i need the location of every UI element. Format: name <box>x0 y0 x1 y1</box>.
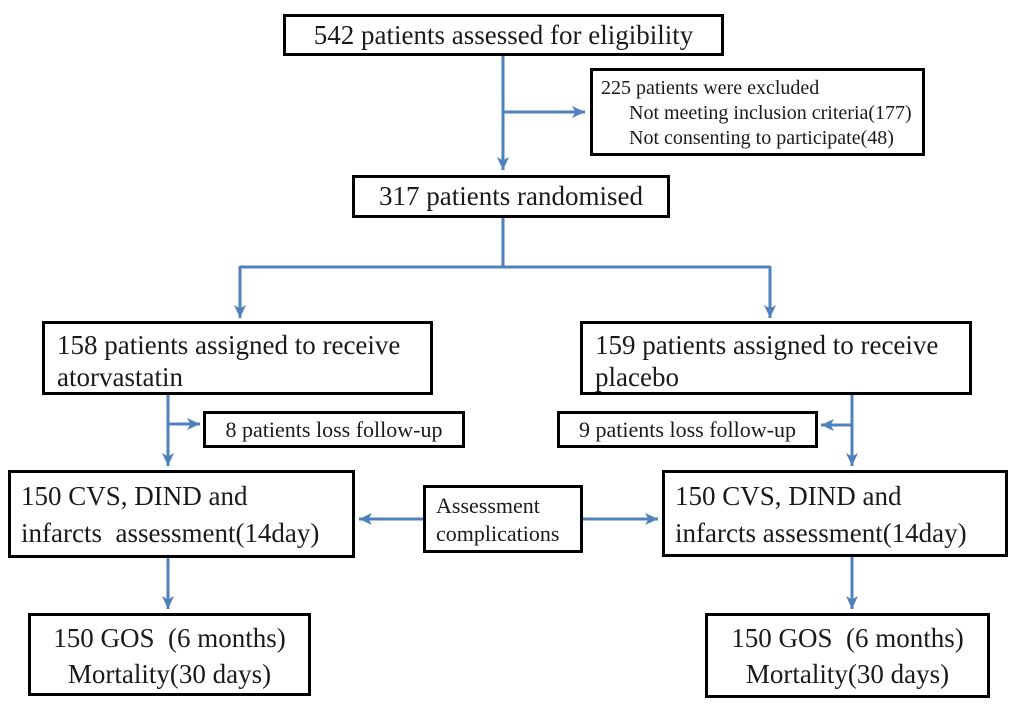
randomised-box: 317 patients randomised <box>352 175 670 218</box>
cvs-left-line1: 150 CVS, DIND and <box>21 481 248 511</box>
excluded-box: 225 patients were excluded Not meeting i… <box>590 68 925 156</box>
gos-right-line2: Mortality(30 days) <box>745 659 950 689</box>
placebo-arm-line1: 159 patients assigned to receive <box>595 330 939 360</box>
loss-followup-left-text: 8 patients loss follow-up <box>225 416 443 442</box>
excluded-text-line3: Not consenting to participate(48) <box>629 127 894 149</box>
complications-line2: complications <box>436 521 560 546</box>
assessment-complications-box: Assessment complications <box>423 485 583 553</box>
cvs-right-line2: infarcts assessment(14day) <box>675 518 967 548</box>
cvs-assessment-right-box: 150 CVS, DIND and infarcts assessment(14… <box>662 470 1008 557</box>
eligibility-text: 542 patients assessed for eligibility <box>313 19 694 50</box>
placebo-arm-box: 159 patients assigned to receive placebo <box>580 321 972 395</box>
excluded-text-line2: Not meeting inclusion criteria(177) <box>629 102 912 124</box>
gos-left-line2: Mortality(30 days) <box>67 659 272 689</box>
eligibility-box: 542 patients assessed for eligibility <box>283 14 724 56</box>
atorvastatin-arm-line2: atorvastatin <box>57 362 183 392</box>
excluded-text-line1: 225 patients were excluded <box>601 77 820 99</box>
complications-line1: Assessment <box>436 493 540 518</box>
loss-followup-left-box: 8 patients loss follow-up <box>203 411 465 448</box>
atorvastatin-arm-line1: 158 patients assigned to receive <box>57 330 401 360</box>
loss-followup-right-box: 9 patients loss follow-up <box>557 411 818 448</box>
cvs-left-line2: infarcts assessment(14day) <box>21 518 320 548</box>
cvs-right-line1: 150 CVS, DIND and <box>675 481 902 511</box>
atorvastatin-arm-box: 158 patients assigned to receive atorvas… <box>42 321 433 395</box>
placebo-arm-line2: placebo <box>595 362 679 392</box>
loss-followup-right-text: 9 patients loss follow-up <box>579 416 796 442</box>
gos-right-line1: 150 GOS (6 months) <box>731 623 964 653</box>
gos-outcome-left-box: 150 GOS (6 months) Mortality(30 days) <box>28 613 311 696</box>
randomised-text: 317 patients randomised <box>379 181 643 211</box>
gos-left-line1: 150 GOS (6 months) <box>53 623 286 653</box>
gos-outcome-right-box: 150 GOS (6 months) Mortality(30 days) <box>705 613 990 698</box>
cvs-assessment-left-box: 150 CVS, DIND and infarcts assessment(14… <box>8 470 355 558</box>
